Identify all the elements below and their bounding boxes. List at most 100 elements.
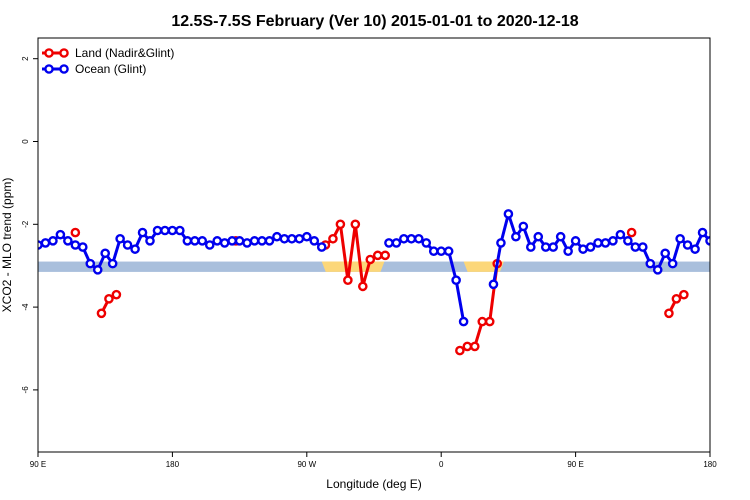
- ocean-data-point: [85, 258, 96, 269]
- ocean-data-point: [257, 236, 267, 246]
- ocean-data-point: [279, 233, 290, 244]
- ocean-data-point: [406, 233, 417, 244]
- ocean-data-point: [511, 231, 521, 242]
- ocean-data-point: [660, 248, 671, 259]
- ocean-data-point: [496, 238, 506, 248]
- x-tick-label: 0: [439, 460, 444, 469]
- ocean-data-point: [309, 236, 320, 246]
- ocean-data-point: [301, 231, 312, 242]
- ocean-data-point: [175, 225, 185, 236]
- ocean-data-point: [40, 238, 51, 248]
- ocean-data-point: [638, 242, 648, 252]
- land-band-segment: [321, 261, 385, 272]
- land-data-point: [484, 316, 495, 327]
- legend-land-marker: [44, 48, 54, 58]
- series-layer: [38, 209, 728, 356]
- ocean-data-point: [294, 233, 305, 244]
- land-data-point: [380, 250, 391, 261]
- ocean-data-point: [585, 242, 596, 252]
- land-series-line: [459, 263, 499, 352]
- ocean-data-point: [593, 238, 603, 248]
- land-data-point: [664, 308, 674, 319]
- land-data-point: [343, 275, 353, 285]
- ocean-data-point: [443, 246, 454, 257]
- ocean-data-point: [451, 275, 461, 285]
- ocean-data-point: [287, 233, 297, 244]
- ocean-data-point: [63, 236, 73, 246]
- chart-title: 12.5S-7.5S February (Ver 10) 2015-01-01 …: [171, 13, 578, 30]
- y-tick-label: -6: [21, 386, 30, 394]
- y-tick-label: -2: [21, 220, 30, 228]
- x-axis: 90 E 180 90 W 0 90 E 180: [30, 452, 717, 469]
- land-data-point: [70, 227, 81, 238]
- ocean-data-point: [234, 236, 245, 246]
- land-data-point: [372, 250, 383, 261]
- ocean-data-point: [413, 233, 424, 244]
- ocean-data-point: [615, 229, 626, 240]
- x-tick-label: 90 E: [567, 460, 583, 469]
- ocean-data-point: [107, 258, 118, 269]
- ocean-data-point: [70, 240, 81, 250]
- land-data-point: [350, 219, 361, 230]
- x-axis-label: Longitude (deg E): [326, 477, 421, 491]
- ocean-data-point: [391, 238, 402, 248]
- y-axis: 2 0 -2 -4 -6: [21, 56, 38, 394]
- ocean-data-point: [630, 242, 641, 252]
- land-data-point: [679, 289, 689, 300]
- land-data-point: [469, 341, 480, 352]
- ocean-data-point: [55, 229, 66, 240]
- ocean-data-point: [272, 231, 282, 242]
- plot-frame: [37, 37, 711, 453]
- ocean-data-point: [518, 221, 529, 232]
- ocean-data-point: [570, 236, 581, 246]
- ocean-data-point: [608, 236, 618, 246]
- x-tick-label: 180: [166, 460, 180, 469]
- ocean-data-point: [652, 265, 663, 275]
- land-data-point: [328, 233, 338, 244]
- y-tick-label: -4: [21, 303, 30, 311]
- ocean-data-point: [167, 225, 178, 236]
- ocean-data-point: [122, 240, 133, 250]
- ocean-data-point: [152, 225, 163, 236]
- ocean-data-point: [145, 236, 155, 246]
- ocean-data-point: [675, 233, 685, 244]
- ocean-data-point: [697, 227, 708, 238]
- ocean-data-point: [48, 236, 58, 246]
- x-tick-label: 90 E: [30, 460, 46, 469]
- ocean-data-point: [137, 227, 148, 238]
- legend-ocean-marker: [44, 64, 54, 74]
- land-data-point: [462, 341, 473, 352]
- y-tick-label: 2: [21, 56, 30, 61]
- ocean-data-point: [714, 227, 721, 234]
- legend-ocean-label: Ocean (Glint): [75, 62, 146, 76]
- ocean-data-point: [316, 242, 327, 252]
- ocean-data-point: [219, 238, 230, 248]
- ocean-data-point: [548, 242, 559, 252]
- land-data-point: [626, 227, 637, 238]
- ocean-data-point: [100, 248, 110, 259]
- ocean-data-point: [160, 225, 170, 236]
- ocean-data-point: [721, 227, 728, 234]
- land-data-point: [365, 254, 376, 265]
- legend: Land (Nadir&Glint) Ocean (Glint): [42, 46, 174, 76]
- ocean-data-point: [645, 258, 656, 269]
- ocean-data-point: [563, 246, 573, 257]
- ocean-data-point: [488, 279, 499, 290]
- ocean-data-point: [458, 316, 469, 327]
- ocean-data-point: [690, 244, 700, 254]
- legend-ocean-marker: [59, 64, 69, 74]
- legend-land-marker: [59, 48, 69, 58]
- land-data-point: [477, 316, 488, 327]
- ocean-data-point: [421, 238, 432, 248]
- y-axis-label: XCO2 - MLO trend (ppm): [0, 178, 14, 313]
- ocean-data-point: [667, 258, 678, 269]
- ocean-data-point: [227, 236, 237, 246]
- legend-land-label: Land (Nadir&Glint): [75, 46, 174, 60]
- ocean-data-point: [197, 236, 208, 246]
- x-tick-label: 180: [703, 460, 717, 469]
- ocean-data-point: [540, 242, 551, 252]
- ocean-data-point: [399, 233, 409, 244]
- ocean-data-point: [130, 244, 140, 254]
- ocean-data-point: [92, 265, 103, 275]
